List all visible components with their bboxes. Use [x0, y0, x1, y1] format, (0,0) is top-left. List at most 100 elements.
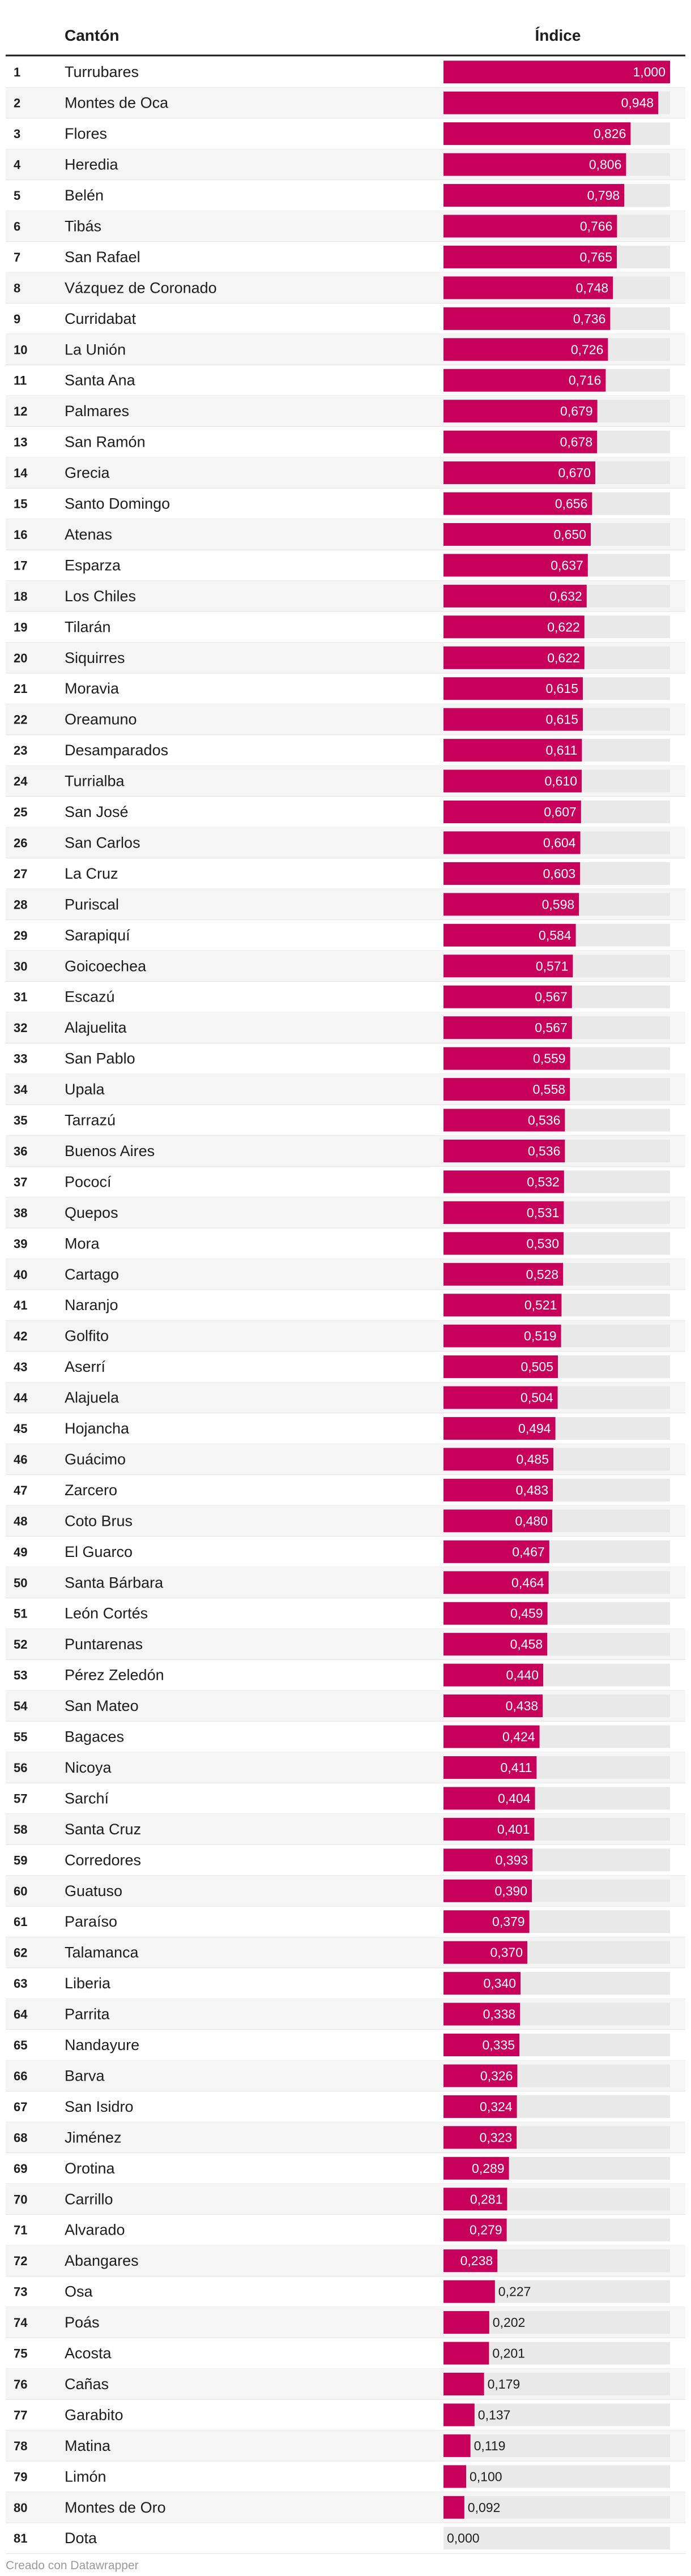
table-row: 67 San Isidro 0,324	[6, 2095, 685, 2123]
table-row: 25 San José 0,607	[6, 801, 685, 828]
canton-name: Curridabat	[65, 310, 137, 327]
rank-number: 28	[14, 897, 27, 912]
table-row: 20 Siquirres 0,622	[6, 642, 685, 674]
bar-value	[443, 430, 598, 453]
rank-number: 45	[14, 1422, 27, 1436]
bar-track	[443, 2496, 670, 2519]
bar-value	[443, 1663, 543, 1687]
bar-value	[443, 307, 611, 330]
table-row: 6 Tibás 0,766	[6, 211, 685, 242]
canton-name: Mora	[65, 1235, 100, 1252]
value-label: 0,528	[526, 1267, 559, 1282]
rank-number: 30	[14, 959, 27, 973]
value-label: 0,404	[498, 1791, 531, 1805]
table-row: 43 Aserrí 0,505	[6, 1355, 685, 1383]
rank-number: 78	[14, 2439, 27, 2453]
table-row: 38 Quepos 0,531	[6, 1197, 685, 1229]
rank-number: 79	[14, 2470, 27, 2484]
bar-value	[443, 708, 583, 731]
canton-name: Talamanca	[65, 1944, 139, 1961]
bar-value	[443, 1170, 564, 1193]
rank-number: 13	[14, 435, 27, 450]
canton-name: Santa Ana	[65, 372, 136, 389]
table-row: 61 Paraíso 0,379	[6, 1910, 685, 1937]
rank-number: 34	[14, 1082, 28, 1097]
header-indice[interactable]: Índice	[535, 27, 581, 44]
rank-number: 41	[14, 1298, 27, 1312]
rank-number: 2	[14, 96, 20, 110]
value-label: 0,766	[580, 219, 613, 233]
table-row: 33 San Pablo 0,559	[6, 1047, 685, 1075]
bar-value	[443, 245, 617, 268]
rank-number: 71	[14, 2223, 27, 2237]
table-row: 1 Turrubares 1,000	[6, 61, 685, 88]
canton-name: Montes de Oca	[65, 95, 169, 112]
table-row: 11 Santa Ana 0,716	[6, 369, 685, 396]
rank-number: 14	[14, 466, 28, 480]
canton-name: Oreamuno	[65, 711, 137, 728]
bar-value	[443, 646, 585, 669]
canton-name: Carrillo	[65, 2190, 113, 2207]
rank-number: 16	[14, 528, 27, 542]
table-row: 4 Heredia 0,806	[6, 149, 685, 181]
table-row: 63 Liberia 0,340	[6, 1972, 685, 1999]
canton-name: San Rafael	[65, 249, 140, 266]
canton-name: Corredores	[65, 1851, 141, 1868]
table-row: 44 Alajuela 0,504	[6, 1382, 685, 1414]
value-label: 0,119	[474, 2438, 506, 2453]
rank-number: 64	[14, 2008, 28, 2022]
bar-value	[443, 184, 625, 207]
canton-name: Coto Brus	[65, 1512, 133, 1529]
canton-name: Aserrí	[65, 1358, 106, 1375]
canton-name: Siquirres	[65, 649, 125, 666]
canton-name: Esparza	[65, 557, 121, 574]
canton-name: Desamparados	[65, 742, 168, 759]
value-label: 0,279	[470, 2223, 502, 2237]
table-row: 64 Parrita 0,338	[6, 1999, 685, 2030]
canton-name: Atenas	[65, 526, 112, 543]
bar-value	[443, 2434, 471, 2457]
value-label: 0,622	[547, 619, 580, 634]
rank-number: 15	[14, 497, 27, 511]
table-row: 24 Turrialba 0,610	[6, 765, 685, 797]
canton-name: Alajuela	[65, 1389, 120, 1406]
rank-number: 74	[14, 2316, 28, 2330]
table-row: 52 Puntarenas 0,458	[6, 1628, 685, 1660]
value-label: 0,227	[498, 2284, 531, 2299]
rank-number: 69	[14, 2162, 27, 2176]
rank-number: 50	[14, 1576, 27, 1590]
bar-value	[443, 2465, 466, 2488]
canton-name: Paraíso	[65, 1913, 117, 1930]
value-label: 0,137	[478, 2407, 511, 2422]
table-row: 16 Atenas 0,650	[6, 519, 685, 550]
value-label: 0,440	[506, 1668, 539, 1683]
bar-track	[443, 2527, 670, 2550]
rank-number: 17	[14, 558, 27, 572]
value-label: 0,611	[546, 743, 578, 758]
rank-number: 56	[14, 1761, 27, 1775]
canton-name: Barva	[65, 2067, 105, 2084]
value-label: 0,598	[542, 897, 575, 912]
value-label: 0,494	[518, 1421, 551, 1436]
rank-number: 10	[14, 343, 27, 357]
value-label: 0,637	[551, 558, 583, 572]
table-header: Cantón Índice	[6, 27, 685, 57]
header-canton[interactable]: Cantón	[65, 27, 119, 44]
rank-number: 19	[14, 620, 27, 634]
datawrapper-credit[interactable]: Creado con Datawrapper	[6, 2559, 139, 2572]
canton-name: Bagaces	[65, 1728, 124, 1745]
table-row: 39 Mora 0,530	[6, 1232, 685, 1260]
bar-value	[443, 893, 579, 916]
canton-name: Limón	[65, 2468, 106, 2485]
table-row: 14 Grecia 0,670	[6, 457, 685, 489]
rank-number: 53	[14, 1668, 27, 1683]
rank-number: 29	[14, 928, 27, 943]
canton-name: San Ramón	[65, 434, 146, 451]
table-row: 32 Alajuelita 0,567	[6, 1012, 685, 1043]
value-label: 0,559	[533, 1051, 566, 1066]
value-label: 0,480	[515, 1513, 548, 1528]
bar-value	[443, 1817, 535, 1841]
rank-number: 20	[14, 651, 27, 665]
table-row: 35 Tarrazú 0,536	[6, 1109, 685, 1136]
